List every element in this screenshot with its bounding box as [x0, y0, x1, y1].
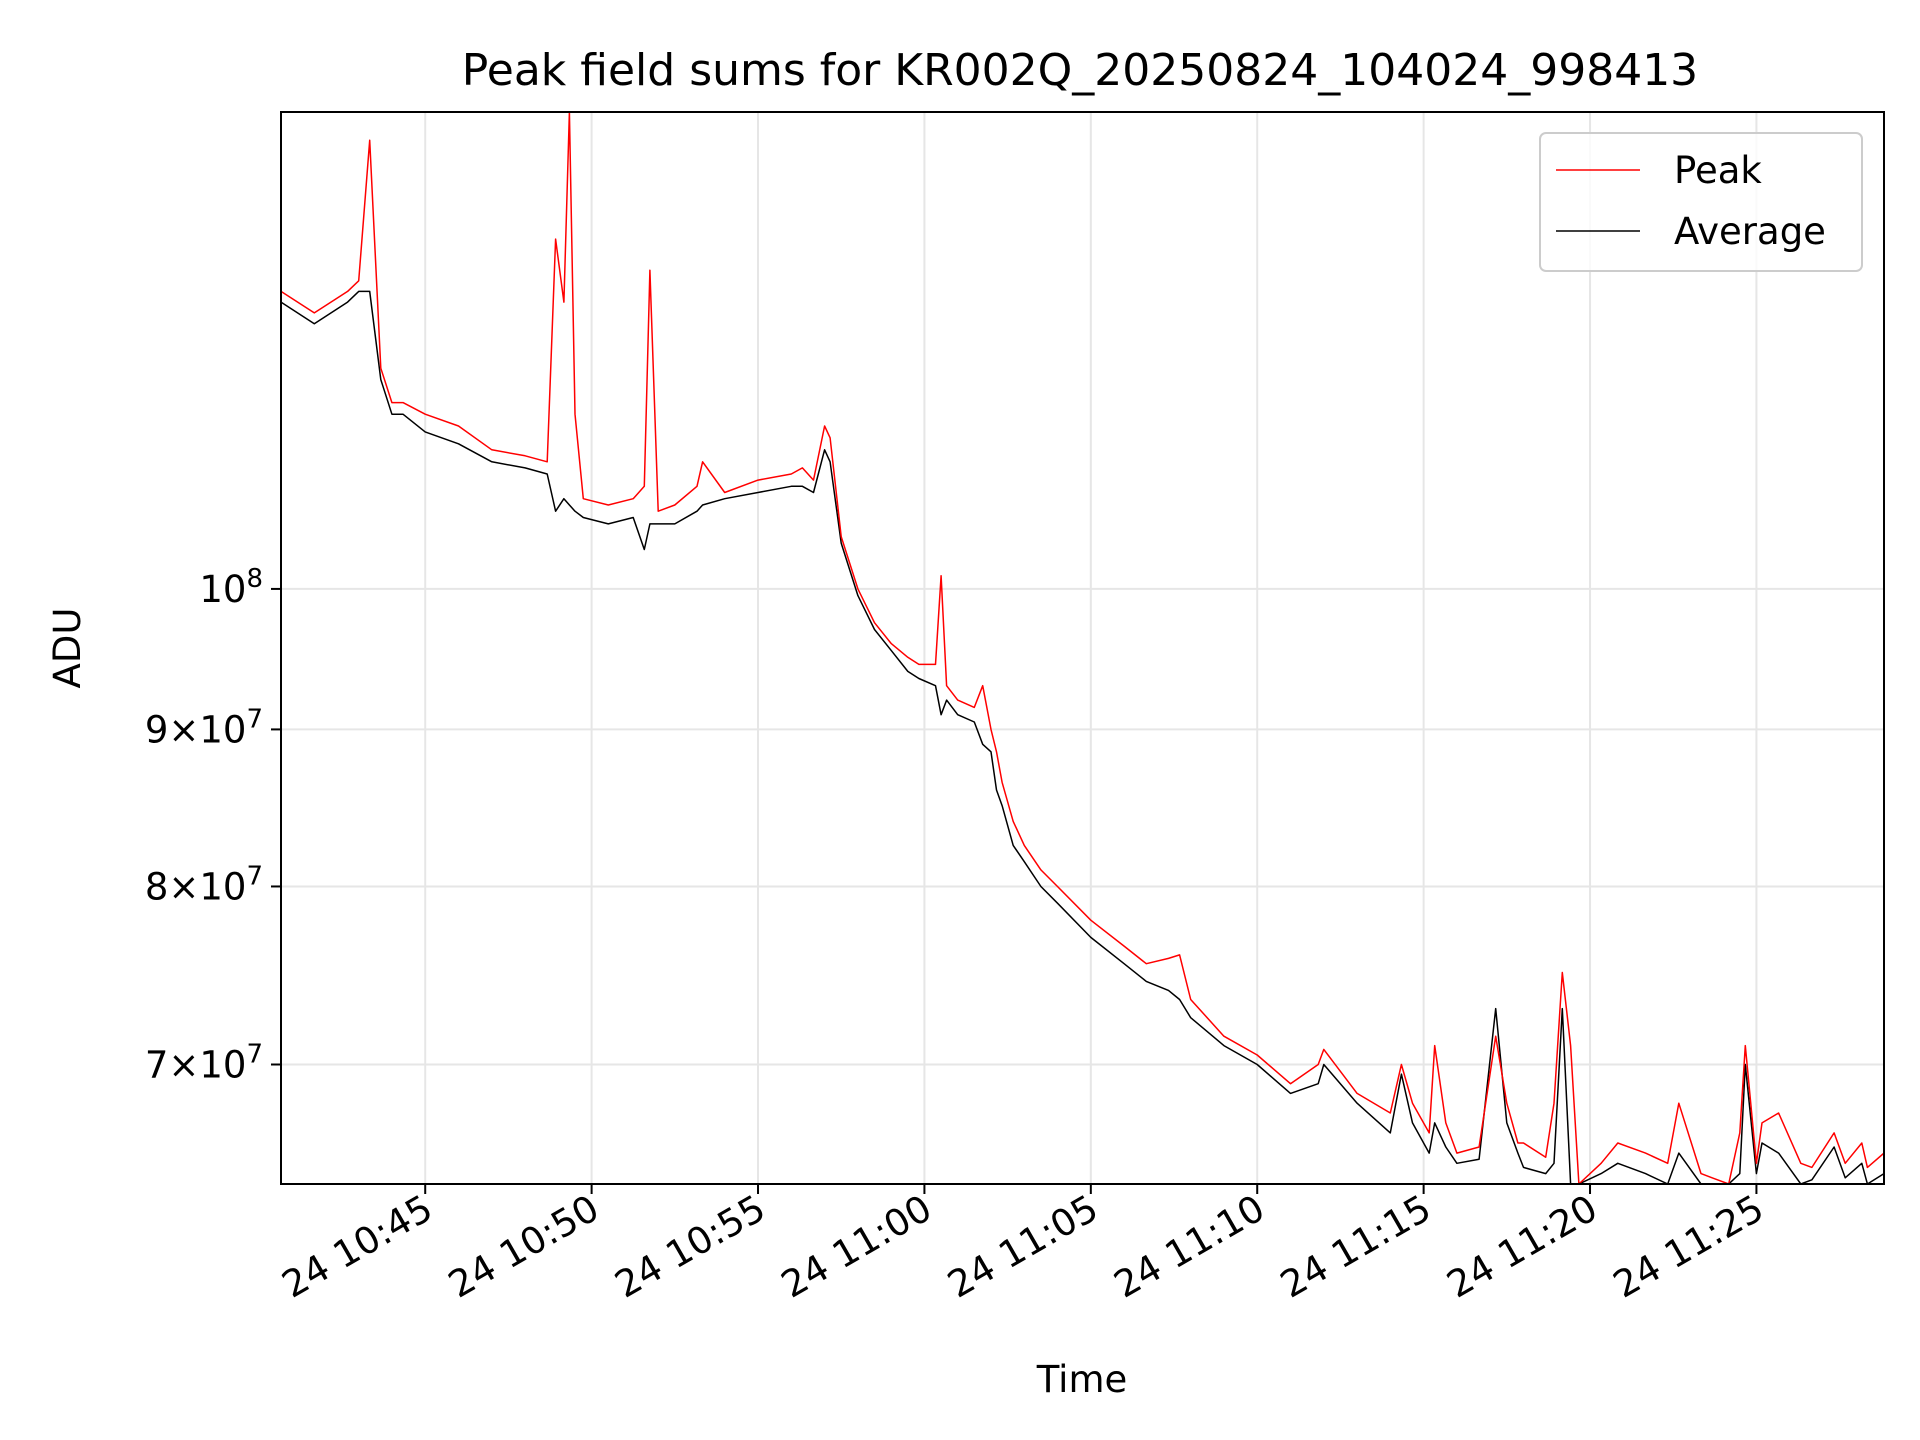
series-line-average [281, 290, 1884, 1184]
chart-title: Peak field sums for KR002Q_20250824_1040… [462, 45, 1698, 96]
x-tick-label: 24 11:20 [1440, 1187, 1605, 1307]
legend-label-average: Average [1674, 210, 1826, 253]
y-tick-label: 7×107 [145, 1040, 263, 1087]
x-tick-label: 24 11:15 [1273, 1187, 1438, 1307]
x-tick-label: 24 11:25 [1606, 1187, 1771, 1307]
series-line-peak [281, 112, 1884, 1184]
y-tick-label: 108 [199, 564, 263, 611]
x-axis-label: Time [1036, 1358, 1128, 1401]
y-tick-label: 8×107 [145, 861, 263, 908]
x-tick-label: 24 11:05 [941, 1187, 1106, 1307]
series-lines [281, 112, 1884, 1184]
x-tick-label: 24 10:50 [441, 1187, 606, 1307]
y-tick-label: 9×107 [145, 704, 263, 751]
x-tick-label: 24 11:10 [1107, 1187, 1272, 1307]
y-axis-label: ADU [46, 608, 89, 689]
x-tick-label: 24 10:45 [275, 1187, 440, 1307]
plot-area-frame [280, 111, 1885, 1185]
x-tick-label: 24 10:55 [608, 1187, 773, 1307]
x-tick-label: 24 11:00 [774, 1187, 939, 1307]
grid-lines [281, 112, 1884, 1184]
legend-label-peak: Peak [1674, 149, 1762, 192]
legend: Peak Average [1539, 132, 1863, 272]
y-axis-ticks: 7×107 8×107 9×107 108 [145, 564, 281, 1087]
x-axis-ticks: 24 10:45 24 10:50 24 10:55 24 11:00 24 11:05… [275, 1184, 1771, 1307]
legend-box [1539, 132, 1863, 272]
